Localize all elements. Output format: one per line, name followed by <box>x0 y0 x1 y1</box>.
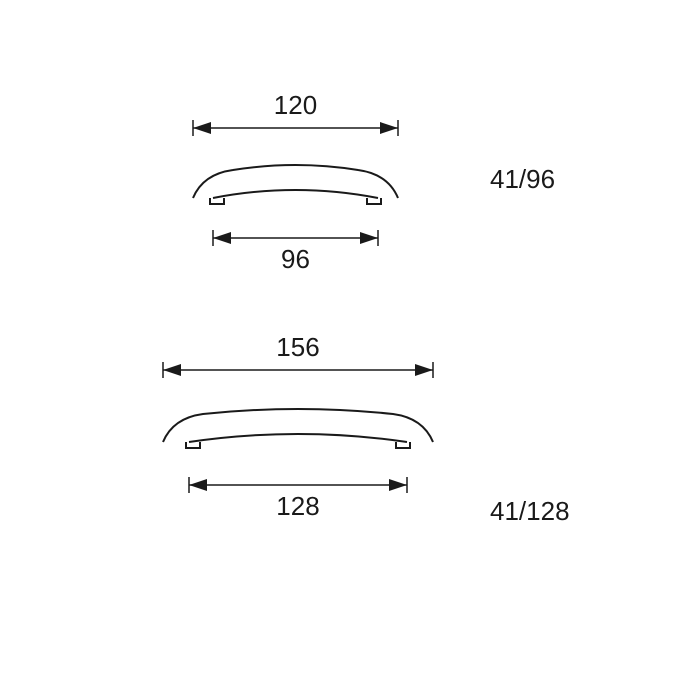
dimension-diagram: 120 96 41/96 156 128 41/128 <box>0 0 700 700</box>
handle-bottom-foot-right <box>396 442 410 448</box>
handle-top-foot-right <box>367 198 381 204</box>
arrowhead <box>415 364 433 376</box>
arrowhead <box>193 122 211 134</box>
dim-top-overall-value: 120 <box>274 90 317 120</box>
dim-bottom-centers-value: 128 <box>276 491 319 521</box>
handle-bottom-outer <box>163 409 433 442</box>
dim-bottom-overall-value: 156 <box>276 332 319 362</box>
arrowhead <box>360 232 378 244</box>
handle-top-outer <box>193 165 398 198</box>
arrowhead <box>189 479 207 491</box>
arrowhead <box>380 122 398 134</box>
handle-top-inner <box>213 190 378 198</box>
model-label-top: 41/96 <box>490 164 555 194</box>
arrowhead <box>163 364 181 376</box>
handle-top-foot-left <box>210 198 224 204</box>
model-label-bottom: 41/128 <box>490 496 570 526</box>
handle-bottom-inner <box>189 434 407 442</box>
arrowhead <box>389 479 407 491</box>
dim-top-centers-value: 96 <box>281 244 310 274</box>
arrowhead <box>213 232 231 244</box>
handle-bottom-foot-left <box>186 442 200 448</box>
